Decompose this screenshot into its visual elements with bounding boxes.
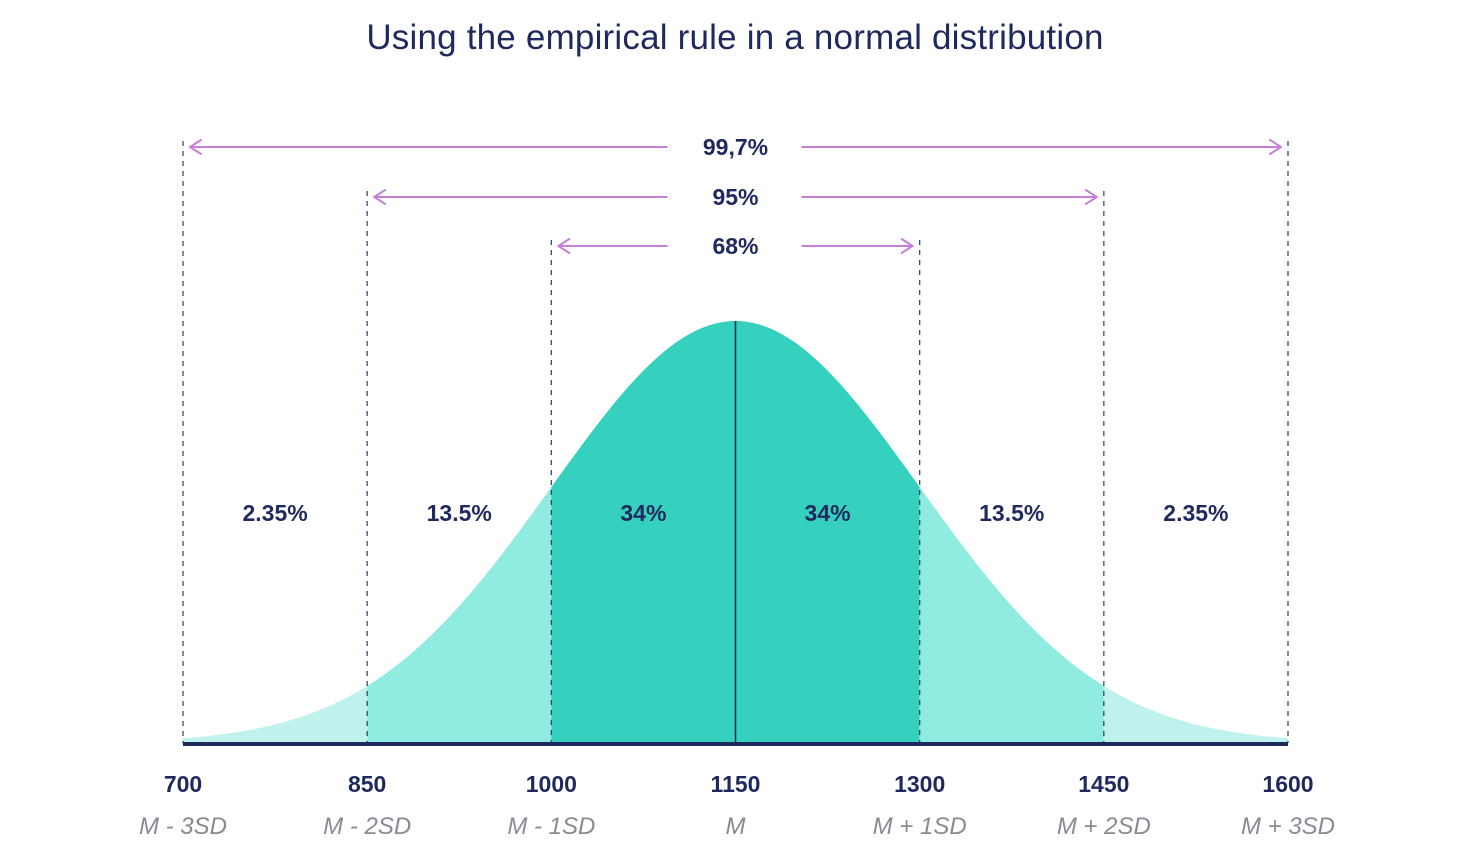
arrowhead-right — [1269, 139, 1282, 155]
segment-area-6 — [1103, 685, 1288, 743]
tick-sublabel-1000: M - 1SD — [507, 813, 595, 840]
arrowhead-left — [373, 189, 387, 205]
range-label: 95% — [712, 184, 758, 210]
range-arrows: 99,7% 95% 68% — [189, 134, 1282, 259]
segment-label-2: 13.5% — [427, 500, 492, 526]
tick-label-1450: 1450 — [1078, 771, 1129, 797]
tick-sublabel-1150: M — [726, 813, 746, 840]
segment-label-5: 13.5% — [979, 500, 1044, 526]
tick-label-1150: 1150 — [711, 771, 761, 797]
arrowhead-left — [189, 139, 202, 155]
tick-sublabel-1450: M + 2SD — [1057, 813, 1151, 840]
segment-area-1 — [183, 685, 368, 743]
segment-area-2 — [367, 487, 552, 743]
tick-labels: 700 M - 3SD 850 M - 2SD 1000 M - 1SD 1150 M 1300… — [139, 771, 1335, 840]
tick-label-700: 700 — [164, 771, 202, 797]
range-arrow-68: 68% — [557, 233, 914, 259]
segment-label-1: 2.35% — [242, 500, 307, 526]
range-label: 68% — [712, 233, 758, 259]
segment-labels: 2.35% 13.5% 34% 34% 13.5% 2.35% — [242, 500, 1228, 526]
chart-title: Using the empirical rule in a normal dis… — [366, 18, 1104, 57]
segment-area-3 — [551, 321, 736, 743]
tick-sublabel-700: M - 3SD — [139, 813, 227, 840]
arrowhead-right — [900, 238, 914, 254]
arrowhead-right — [1084, 189, 1098, 205]
tick-sublabel-850: M - 2SD — [323, 813, 411, 840]
tick-label-1600: 1600 — [1262, 771, 1313, 797]
tick-label-1300: 1300 — [894, 771, 945, 797]
range-arrow-99.7: 99,7% — [189, 134, 1282, 160]
range-arrow-95: 95% — [373, 184, 1098, 210]
segment-area-4 — [735, 321, 920, 743]
tick-label-1000: 1000 — [526, 771, 577, 797]
tick-label-850: 850 — [348, 771, 386, 797]
segment-label-3: 34% — [620, 500, 666, 526]
range-label: 99,7% — [703, 134, 768, 160]
arrowhead-left — [557, 238, 571, 254]
tick-sublabel-1300: M + 1SD — [873, 813, 967, 840]
distribution-areas — [183, 321, 1288, 743]
segment-area-5 — [919, 487, 1104, 743]
segment-label-4: 34% — [805, 500, 851, 526]
tick-sublabel-1600: M + 3SD — [1241, 813, 1335, 840]
segment-label-6: 2.35% — [1163, 500, 1228, 526]
sd-guide-lines — [182, 141, 1289, 743]
